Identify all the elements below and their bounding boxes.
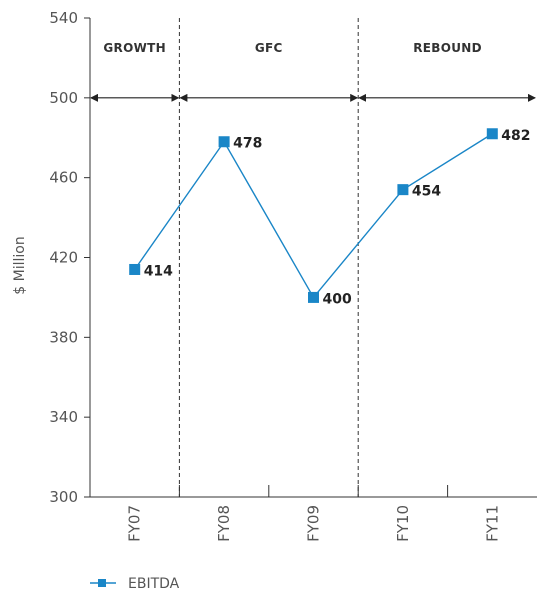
y-tick-label: 540	[49, 9, 78, 27]
y-tick-label: 500	[49, 89, 78, 107]
y-tick-label: 340	[49, 408, 78, 426]
legend: EBITDA	[90, 576, 180, 591]
y-tick-label: 460	[49, 169, 78, 187]
data-label: 482	[501, 128, 530, 144]
phase-label: GROWTH	[103, 41, 166, 55]
y-tick-label: 380	[49, 328, 78, 346]
x-tick-label: FY08	[215, 505, 233, 542]
series-group: 414 478 400 454 482	[129, 128, 531, 307]
data-point	[308, 291, 319, 303]
data-point	[218, 136, 230, 148]
data-point	[486, 128, 498, 140]
data-label: 414	[144, 263, 173, 279]
data-point	[397, 184, 409, 196]
data-label: 478	[233, 136, 262, 152]
y-tick-label: 420	[49, 249, 78, 267]
axes: 300 340 380 420 460 500 540 $ Million FY07 FY08 FY…	[12, 9, 537, 542]
legend-marker	[98, 579, 106, 587]
x-tick-label: FY07	[126, 505, 144, 542]
y-tick-label: 300	[49, 488, 78, 506]
data-point	[129, 263, 141, 275]
data-label: 454	[412, 184, 441, 200]
x-tick-label: FY11	[483, 505, 501, 542]
data-label: 400	[323, 291, 352, 307]
series-line	[134, 133, 493, 299]
phase-annotations: GROWTH GFC REBOUND	[90, 18, 536, 497]
y-axis-label: $ Million	[12, 236, 28, 294]
x-tick-label: FY10	[394, 505, 412, 542]
phase-label: REBOUND	[413, 41, 482, 55]
legend-label: EBITDA	[128, 576, 180, 591]
x-tick-label: FY09	[305, 505, 323, 542]
phase-label: GFC	[255, 41, 283, 55]
